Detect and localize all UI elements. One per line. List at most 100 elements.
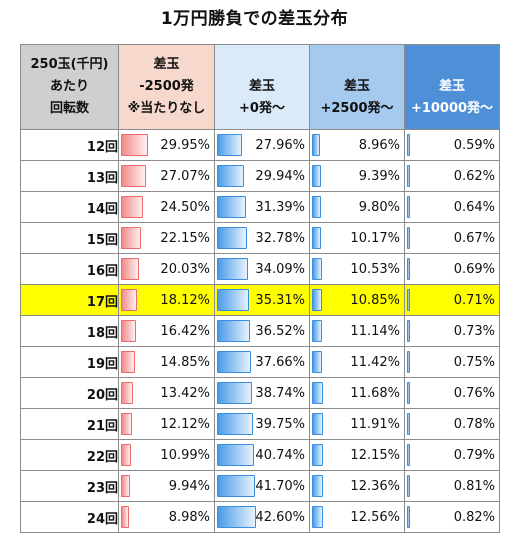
header-row: 250玉(千円) あたり 回転数 差玉 -2500発 ※当たりなし 差玉 +0発… <box>20 44 500 130</box>
value-bar <box>121 289 137 311</box>
value-bar <box>121 196 143 218</box>
value-cell: 11.91% <box>309 408 405 440</box>
value-label: 9.80% <box>358 199 400 215</box>
value-cell: 11.14% <box>309 315 405 347</box>
value-cell: 13.42% <box>118 377 215 409</box>
value-bar <box>217 475 255 497</box>
header-line <box>405 54 499 76</box>
value-label: 41.70% <box>255 478 305 494</box>
value-cell: 12.15% <box>309 439 405 471</box>
value-bar <box>217 134 242 156</box>
value-cell: 32.78% <box>214 222 310 254</box>
value-cell: 0.81% <box>404 470 500 502</box>
value-label: 0.62% <box>453 168 495 184</box>
value-cell: 40.74% <box>214 439 310 471</box>
value-bar <box>217 289 249 311</box>
value-bar <box>407 165 410 187</box>
value-label: 8.96% <box>358 137 400 153</box>
table-row: 14回 24.50% 31.39% 9.80% 0.64% <box>20 191 500 223</box>
table-row: 22回 10.99% 40.74% 12.15% 0.79% <box>20 439 500 471</box>
value-label: 13.42% <box>160 385 210 401</box>
value-label: 37.66% <box>255 354 305 370</box>
value-label: 42.60% <box>255 509 305 525</box>
value-label: 27.96% <box>255 137 305 153</box>
row-label: 18回 <box>20 315 119 347</box>
distribution-table: 250玉(千円) あたり 回転数 差玉 -2500発 ※当たりなし 差玉 +0発… <box>20 44 500 533</box>
value-bar <box>407 444 410 466</box>
value-label: 18.12% <box>160 292 210 308</box>
value-label: 9.39% <box>358 168 400 184</box>
value-cell: 8.98% <box>118 501 215 533</box>
value-cell: 20.03% <box>118 253 215 285</box>
row-label: 22回 <box>20 439 119 471</box>
value-label: 11.68% <box>350 385 400 401</box>
header-line: -2500発 <box>139 79 194 94</box>
value-bar <box>217 444 254 466</box>
value-cell: 42.60% <box>214 501 310 533</box>
value-cell: 0.78% <box>404 408 500 440</box>
value-cell: 12.12% <box>118 408 215 440</box>
value-label: 10.85% <box>350 292 400 308</box>
value-bar <box>121 258 139 280</box>
value-label: 14.85% <box>160 354 210 370</box>
value-bar <box>407 196 410 218</box>
value-cell: 0.79% <box>404 439 500 471</box>
value-cell: 12.56% <box>309 501 405 533</box>
value-bar <box>217 413 253 435</box>
value-bar <box>121 444 131 466</box>
table-body: 12回 29.95% 27.96% 8.96% 0.59% 13回 27.07% 29.94%… <box>20 129 500 533</box>
value-cell: 36.52% <box>214 315 310 347</box>
value-label: 11.91% <box>350 416 400 432</box>
value-cell: 27.07% <box>118 160 215 192</box>
value-bar <box>121 506 129 528</box>
value-bar <box>121 227 141 249</box>
header-line: 回転数 <box>49 101 89 116</box>
value-cell: 35.31% <box>214 284 310 316</box>
value-bar <box>121 475 130 497</box>
header-line: ※当たりなし <box>127 101 206 116</box>
value-label: 10.17% <box>350 230 400 246</box>
value-cell: 0.59% <box>404 129 500 161</box>
value-label: 40.74% <box>255 447 305 463</box>
value-label: 10.99% <box>160 447 210 463</box>
value-cell: 34.09% <box>214 253 310 285</box>
value-label: 16.42% <box>160 323 210 339</box>
value-label: 36.52% <box>255 323 305 339</box>
row-label: 23回 <box>20 470 119 502</box>
value-bar <box>121 165 146 187</box>
value-cell: 29.95% <box>118 129 215 161</box>
value-label: 0.75% <box>453 354 495 370</box>
value-label: 12.56% <box>350 509 400 525</box>
value-cell: 0.67% <box>404 222 500 254</box>
value-label: 32.78% <box>255 230 305 246</box>
value-bar <box>217 196 246 218</box>
value-bar <box>407 258 410 280</box>
header-line <box>215 54 309 76</box>
value-bar <box>312 475 323 497</box>
value-cell: 27.96% <box>214 129 310 161</box>
table-row: 17回 18.12% 35.31% 10.85% 0.71% <box>20 284 500 316</box>
value-label: 11.42% <box>350 354 400 370</box>
value-label: 9.94% <box>168 478 210 494</box>
value-bar <box>217 227 247 249</box>
value-cell: 16.42% <box>118 315 215 347</box>
value-bar <box>312 134 320 156</box>
value-bar <box>312 444 323 466</box>
value-cell: 39.75% <box>214 408 310 440</box>
value-bar <box>312 320 322 342</box>
value-label: 8.98% <box>168 509 210 525</box>
value-cell: 41.70% <box>214 470 310 502</box>
value-label: 0.59% <box>453 137 495 153</box>
value-cell: 0.71% <box>404 284 500 316</box>
value-cell: 18.12% <box>118 284 215 316</box>
value-label: 39.75% <box>255 416 305 432</box>
value-bar <box>407 475 410 497</box>
row-label: 20回 <box>20 377 119 409</box>
value-bar <box>312 258 322 280</box>
value-cell: 0.64% <box>404 191 500 223</box>
value-bar <box>121 413 132 435</box>
header-minus-2500: 差玉 -2500発 ※当たりなし <box>118 44 215 130</box>
table-row: 13回 27.07% 29.94% 9.39% 0.62% <box>20 160 500 192</box>
value-bar <box>312 227 321 249</box>
value-cell: 12.36% <box>309 470 405 502</box>
